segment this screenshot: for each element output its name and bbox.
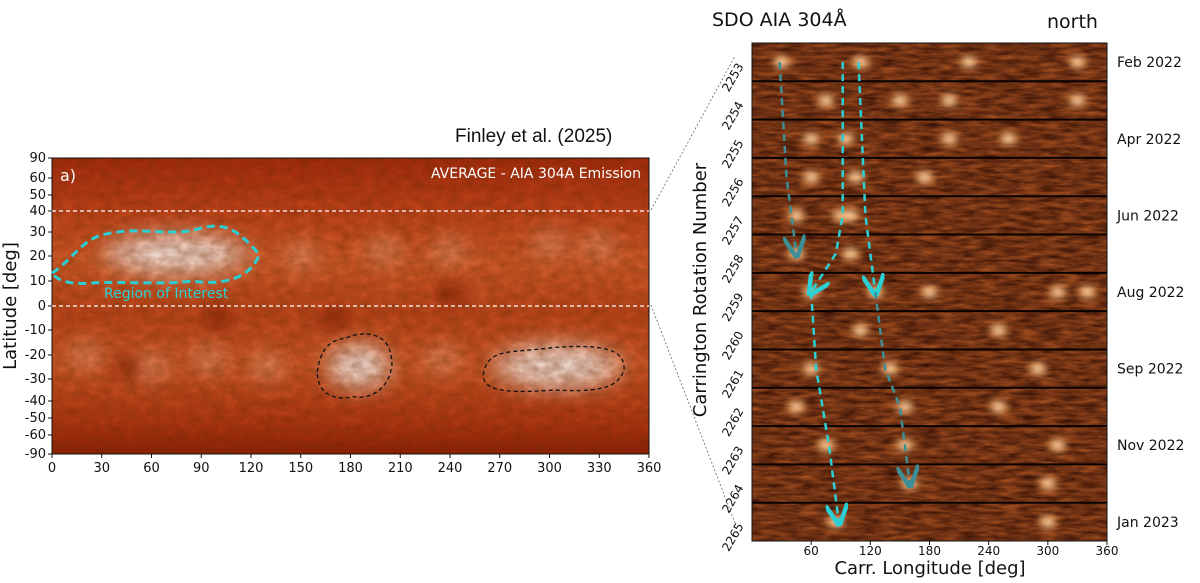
y-tick-label: -10 xyxy=(25,323,46,338)
x-tick-label: 360 xyxy=(637,461,662,476)
region-of-interest-label: Region of Interest xyxy=(104,286,229,302)
x-tick-label: 30 xyxy=(93,461,110,476)
x-tick-label: 60 xyxy=(143,461,160,476)
region-of-interest-outline xyxy=(49,224,262,285)
x-tick-label: 120 xyxy=(239,461,264,476)
y-tick-label: -30 xyxy=(25,372,46,387)
y-tick-label: 10 xyxy=(29,274,46,289)
left-y-label: Latitude [deg] xyxy=(0,242,21,370)
x-tick-label: 330 xyxy=(587,461,612,476)
connector-line-top xyxy=(650,55,736,211)
y-tick-label: 20 xyxy=(29,249,46,264)
y-tick-label: 0 xyxy=(38,299,46,314)
y-tick-label: 50 xyxy=(29,188,46,203)
y-tick-label: 60 xyxy=(29,171,46,186)
y-tick-label: 40 xyxy=(29,204,46,219)
credit-text: Finley et al. (2025) xyxy=(455,126,612,147)
left-x-axis: 0 30 60 90 120 150 180 210 240 270 300 330 360 xyxy=(48,454,662,476)
x-tick-label: 240 xyxy=(438,461,463,476)
x-tick-label: 180 xyxy=(338,461,363,476)
y-tick-label: 30 xyxy=(29,225,46,240)
x-tick-label: 150 xyxy=(288,461,313,476)
inset-title: AVERAGE - AIA 304A Emission xyxy=(431,166,641,182)
y-tick-label: -60 xyxy=(25,428,46,443)
y-tick-label: -50 xyxy=(25,411,46,426)
y-tick-label: 90 xyxy=(29,151,46,166)
x-tick-label: 270 xyxy=(487,461,512,476)
y-tick-label: -20 xyxy=(25,348,46,363)
outlined-region xyxy=(482,345,625,393)
x-tick-label: 0 xyxy=(48,461,56,476)
y-tick-label: -40 xyxy=(25,394,46,409)
outlined-region xyxy=(316,333,393,399)
x-tick-label: 210 xyxy=(388,461,413,476)
y-tick-label: -90 xyxy=(25,447,46,462)
x-tick-label: 90 xyxy=(193,461,210,476)
x-tick-label: 300 xyxy=(537,461,562,476)
panel-letter: a) xyxy=(60,166,76,185)
connector-line-bottom xyxy=(650,304,736,524)
